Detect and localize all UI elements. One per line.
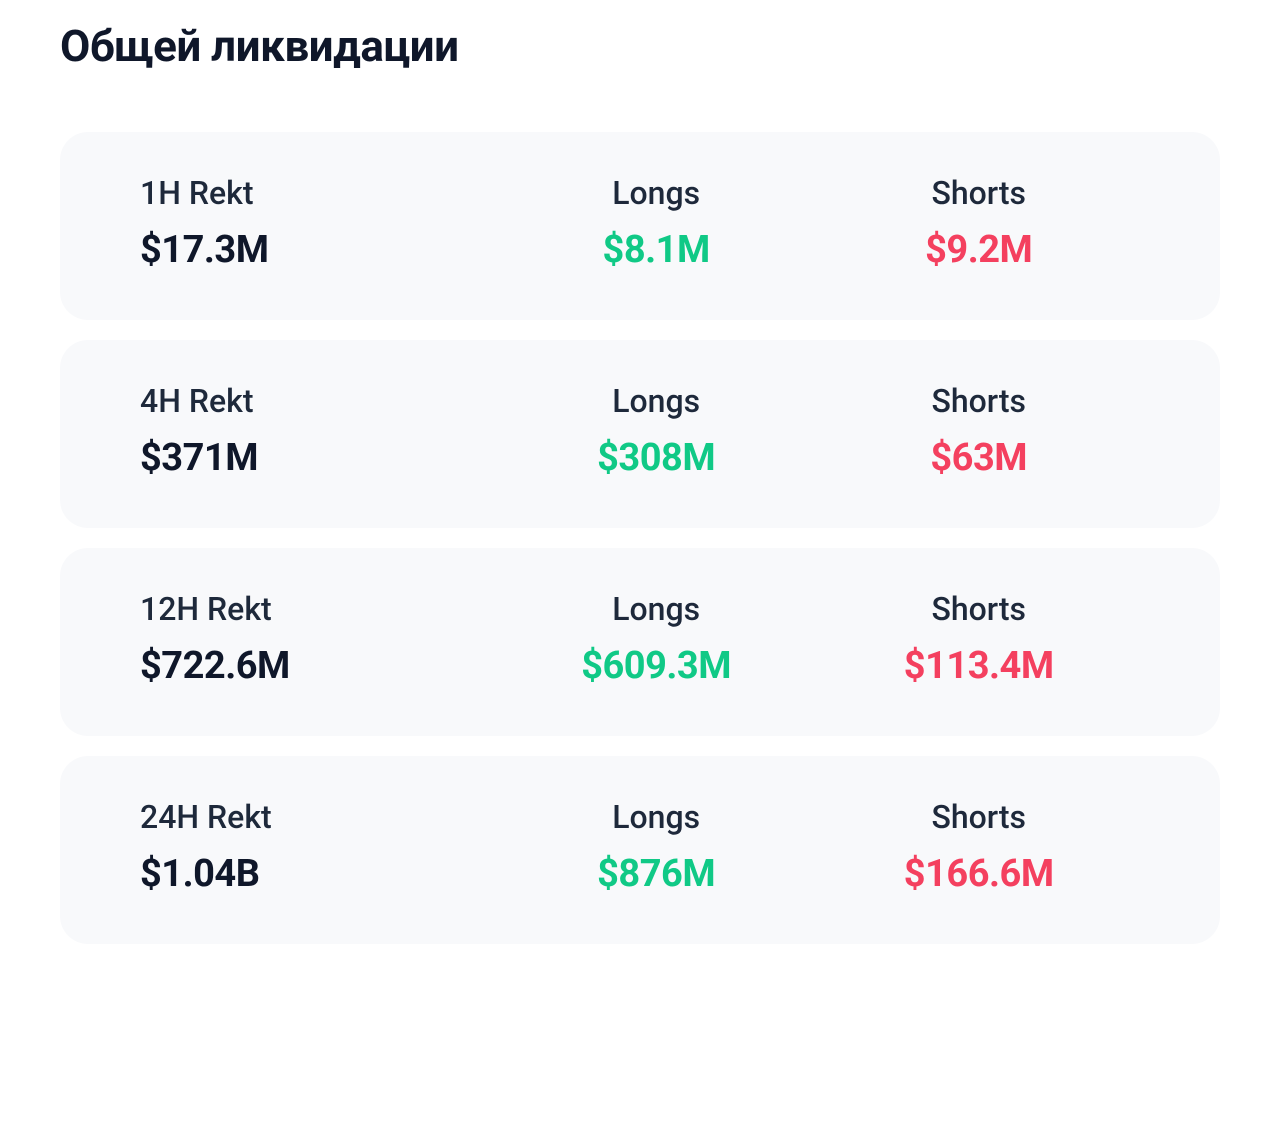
period-label: 1H Rekt — [140, 174, 253, 212]
rekt-cell: 24H Rekt $1.04B — [140, 798, 495, 896]
period-label: 4H Rekt — [140, 382, 253, 420]
rekt-value: $1.04B — [140, 852, 259, 896]
longs-value: $308M — [597, 436, 715, 480]
rekt-cell: 4H Rekt $371M — [140, 382, 495, 480]
rekt-value: $371M — [140, 436, 258, 480]
longs-label: Longs — [612, 798, 700, 836]
shorts-label: Shorts — [931, 382, 1026, 420]
longs-value: $8.1M — [603, 228, 710, 272]
shorts-label: Shorts — [931, 590, 1026, 628]
page-title: Общей ликвидации — [60, 20, 1220, 72]
rekt-value: $722.6M — [140, 644, 290, 688]
shorts-cell: Shorts $9.2M — [817, 174, 1140, 272]
rekt-value: $17.3M — [140, 228, 269, 272]
shorts-value: $166.6M — [904, 852, 1054, 896]
liquidation-card-12h: 12H Rekt $722.6M Longs $609.3M Shorts $1… — [60, 548, 1220, 736]
longs-value: $876M — [597, 852, 715, 896]
shorts-value: $113.4M — [904, 644, 1054, 688]
period-label: 12H Rekt — [140, 590, 272, 628]
liquidation-card-4h: 4H Rekt $371M Longs $308M Shorts $63M — [60, 340, 1220, 528]
rekt-cell: 12H Rekt $722.6M — [140, 590, 495, 688]
shorts-cell: Shorts $166.6M — [817, 798, 1140, 896]
shorts-cell: Shorts $113.4M — [817, 590, 1140, 688]
longs-label: Longs — [612, 174, 700, 212]
shorts-cell: Shorts $63M — [817, 382, 1140, 480]
shorts-label: Shorts — [931, 174, 1026, 212]
shorts-label: Shorts — [931, 798, 1026, 836]
liquidation-card-1h: 1H Rekt $17.3M Longs $8.1M Shorts $9.2M — [60, 132, 1220, 320]
liquidation-card-24h: 24H Rekt $1.04B Longs $876M Shorts $166.… — [60, 756, 1220, 944]
longs-cell: Longs $876M — [495, 798, 818, 896]
longs-cell: Longs $609.3M — [495, 590, 818, 688]
period-label: 24H Rekt — [140, 798, 272, 836]
longs-value: $609.3M — [581, 644, 731, 688]
liquidation-cards: 1H Rekt $17.3M Longs $8.1M Shorts $9.2M … — [60, 132, 1220, 944]
longs-cell: Longs $308M — [495, 382, 818, 480]
longs-label: Longs — [612, 382, 700, 420]
shorts-value: $63M — [930, 436, 1027, 480]
shorts-value: $9.2M — [925, 228, 1032, 272]
longs-cell: Longs $8.1M — [495, 174, 818, 272]
longs-label: Longs — [612, 590, 700, 628]
rekt-cell: 1H Rekt $17.3M — [140, 174, 495, 272]
